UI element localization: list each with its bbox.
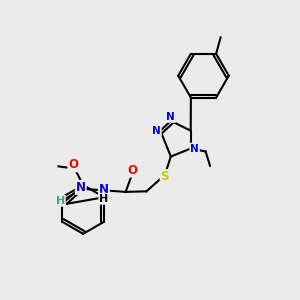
Text: O: O bbox=[68, 158, 78, 171]
Text: N: N bbox=[190, 143, 199, 154]
Text: S: S bbox=[160, 170, 169, 183]
Text: N: N bbox=[167, 112, 175, 122]
Text: N: N bbox=[76, 181, 86, 194]
Text: N: N bbox=[152, 126, 161, 136]
Text: H: H bbox=[99, 194, 109, 204]
Text: H: H bbox=[56, 196, 65, 206]
Text: N: N bbox=[99, 183, 109, 196]
Text: O: O bbox=[128, 164, 138, 177]
